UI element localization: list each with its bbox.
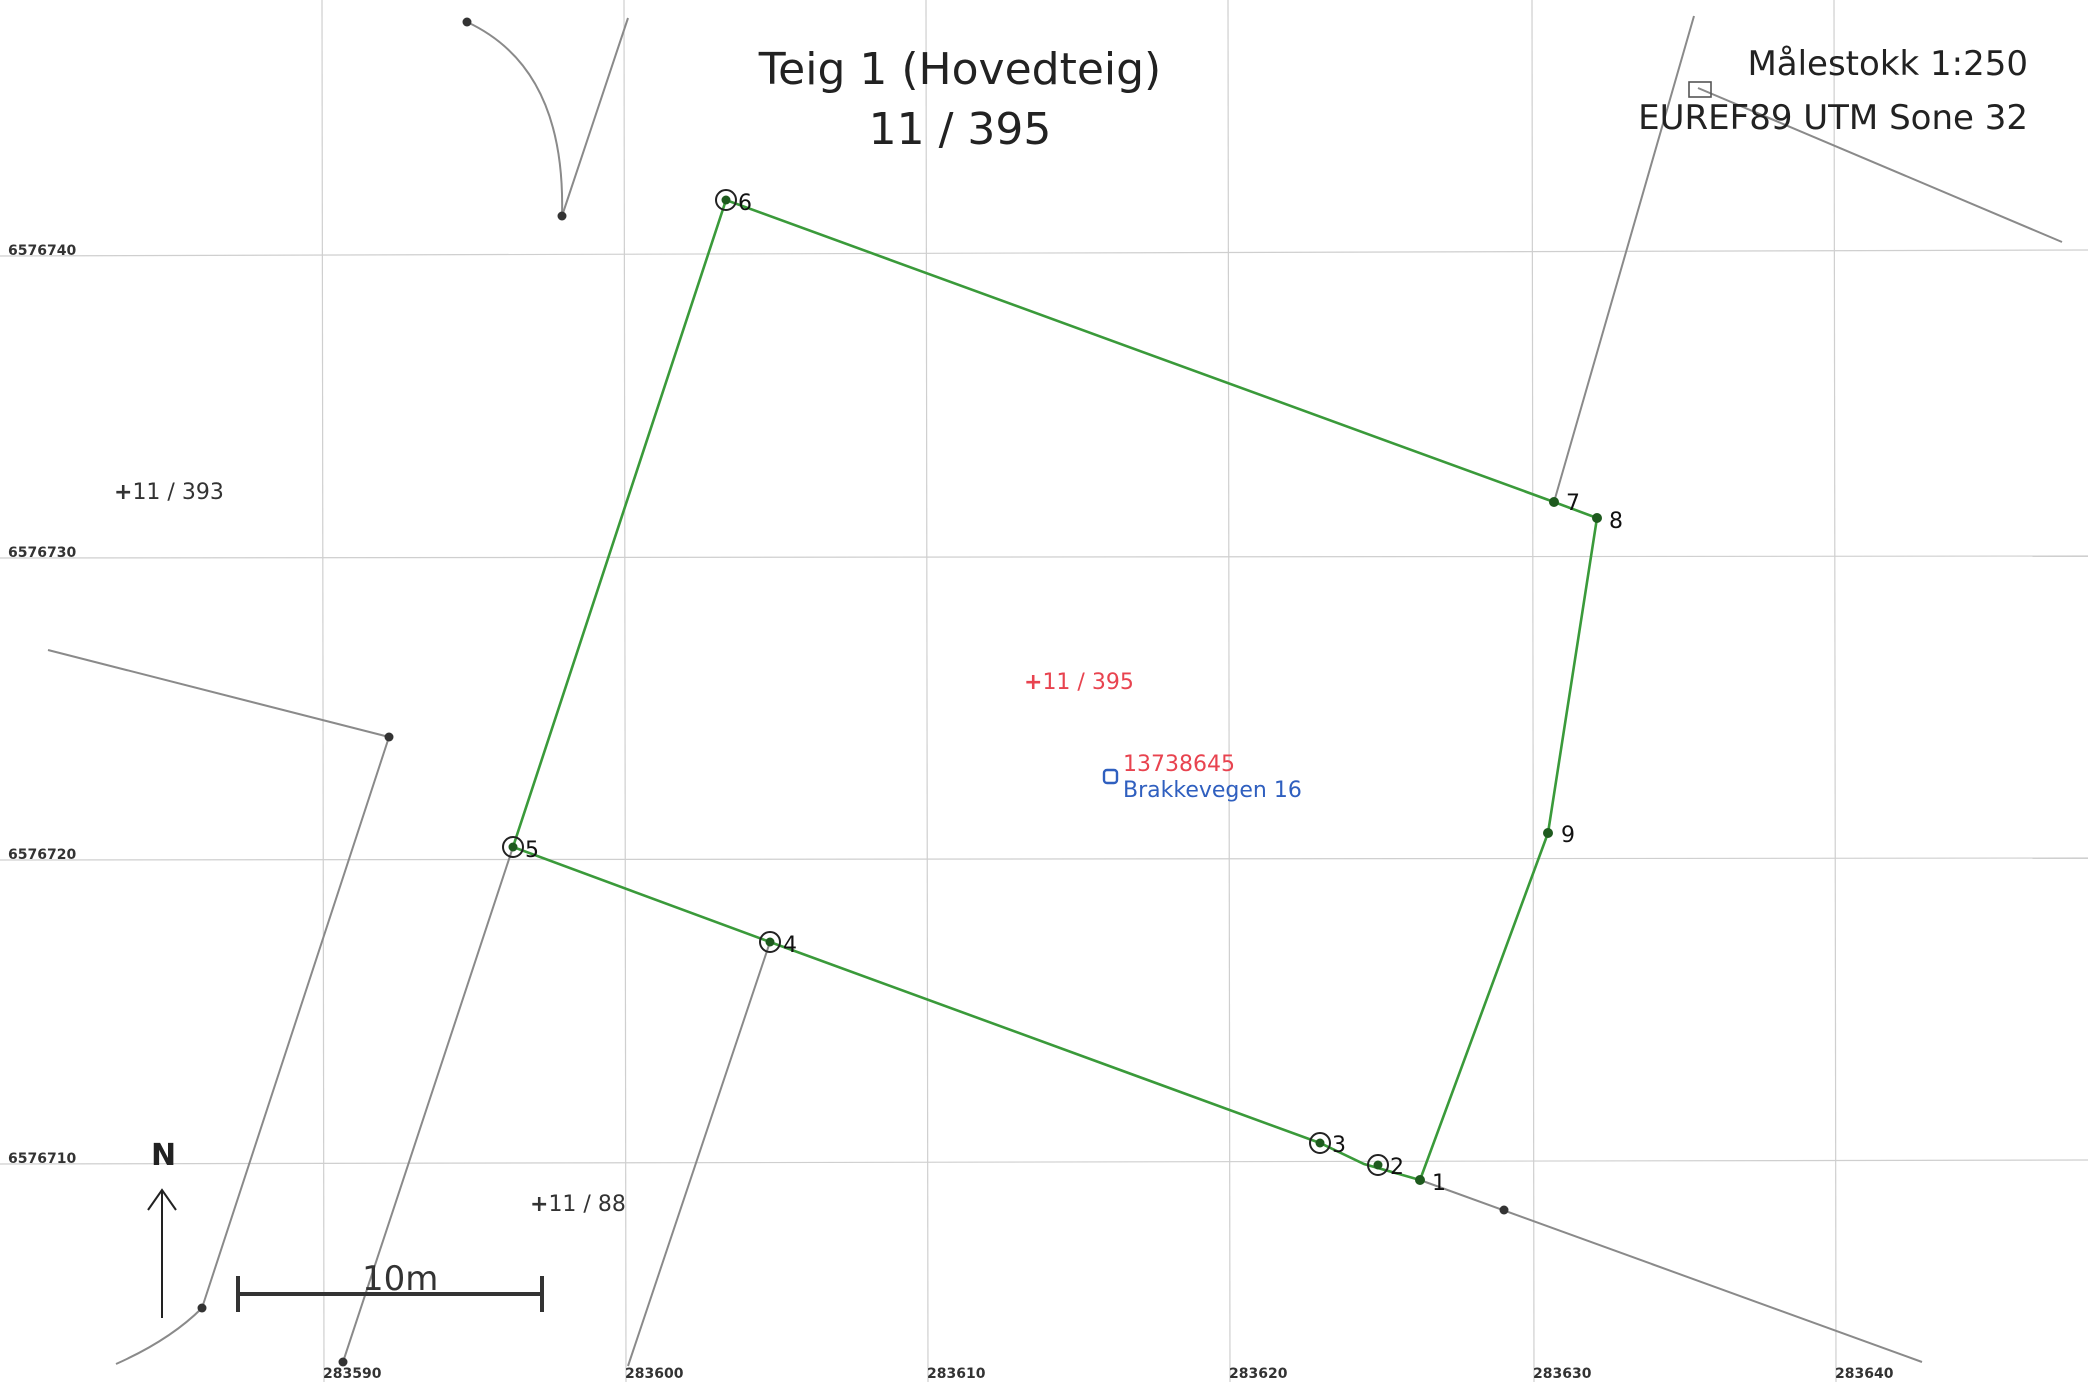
neighbor-line-ne-b <box>1697 87 2063 243</box>
boundary-point-marker-9 <box>1543 828 1553 838</box>
neighbor-line-sw-b <box>627 941 771 1367</box>
northing-label-6576720: 6576720 <box>8 847 77 863</box>
boundary-point-markers <box>502 189 1602 1185</box>
northing-label-6576740: 6576740 <box>8 243 77 259</box>
vertex <box>384 732 394 742</box>
boundary-point-label-6: 6 <box>738 191 752 216</box>
neighbor-vertices <box>197 17 1509 1367</box>
survey-marker-box <box>1688 81 1712 98</box>
boundary-point-label-4: 4 <box>783 933 797 958</box>
boundary-point-ring-5 <box>502 836 524 858</box>
crs-label: EUREF89 UTM Sone 32 <box>1638 98 2028 138</box>
parcel-label-11-393: +11 / 393 <box>114 480 224 505</box>
neighbor-arc-north <box>466 21 564 217</box>
neighbor-line-west-b <box>201 736 390 1309</box>
boundary-point-ring-3 <box>1309 1132 1331 1154</box>
grid-line-v-283600 <box>623 0 627 1382</box>
boundary-point-marker-5 <box>508 842 518 852</box>
boundary-point-marker-6 <box>721 195 731 205</box>
boundary-point-label-2: 2 <box>1390 1155 1404 1180</box>
grid-line-v-283640 <box>1833 0 1837 1382</box>
map-title: Teig 1 (Hovedteig) <box>758 44 1162 95</box>
vertex <box>338 1357 348 1367</box>
parcel-cross-icon: + <box>1024 670 1043 695</box>
parcel-cross-icon: + <box>530 1192 549 1217</box>
vertex <box>557 211 567 221</box>
scale-bar <box>236 1276 544 1312</box>
boundary-point-marker-4 <box>765 937 775 947</box>
neighbor-line-sw-a <box>342 846 514 1363</box>
north-arrow-label: N <box>151 1138 176 1173</box>
parcel-label-11-88: +11 / 88 <box>530 1192 626 1217</box>
grid-line-v-283610 <box>925 0 929 1382</box>
north-arrow: N <box>147 1138 177 1318</box>
grid-line-h-6576730 <box>0 555 2088 559</box>
boundary-point-ring-2 <box>1367 1154 1389 1176</box>
boundary-point-label-5: 5 <box>525 838 539 863</box>
easting-label-283630: 283630 <box>1533 1366 1592 1382</box>
boundary-point-marker-2 <box>1373 1160 1383 1170</box>
boundary-point-ring-6 <box>715 189 737 211</box>
boundary-point-marker-1 <box>1415 1175 1425 1185</box>
boundary-point-label-9: 9 <box>1561 823 1575 848</box>
address-id-label: 13738645 <box>1123 752 1235 777</box>
vertex <box>1499 1205 1509 1215</box>
north-arrow-head <box>147 1188 177 1211</box>
northing-label-6576710: 6576710 <box>8 1151 77 1167</box>
northing-label-6576730: 6576730 <box>8 545 77 561</box>
easting-label-283640: 283640 <box>1835 1366 1894 1382</box>
map-subtitle: 11 / 395 <box>868 104 1052 155</box>
boundary-point-label-7: 7 <box>1566 491 1580 516</box>
grid-line-h-6576710 <box>0 1159 2088 1165</box>
parcel-label-main: +11 / 395 <box>1024 670 1134 695</box>
grid-line-h-6576720 <box>0 857 2088 861</box>
parcel-boundary <box>511 198 1599 1182</box>
neighbor-line-southeast <box>1419 1179 1923 1363</box>
boundary-point-label-8: 8 <box>1609 509 1623 534</box>
address-point-marker <box>1102 768 1119 785</box>
neighbor-arc-southwest <box>115 1307 203 1365</box>
neighbor-line-ne-a <box>1553 15 1695 503</box>
boundary-point-label-1: 1 <box>1432 1171 1446 1196</box>
vertex <box>197 1303 207 1313</box>
neighbor-line-north <box>561 17 629 217</box>
easting-label-283590: 283590 <box>323 1366 382 1382</box>
easting-label-283620: 283620 <box>1229 1366 1288 1382</box>
boundary-point-marker-7 <box>1549 497 1559 507</box>
grid-line-v-283590 <box>321 0 325 1382</box>
parcel-number: 11 / 88 <box>548 1192 626 1217</box>
scale-bar-label: 10m <box>362 1259 438 1299</box>
address-name-label: Brakkevegen 16 <box>1123 778 1302 803</box>
neighbor-boundary-lines <box>47 15 2063 1367</box>
grid-line-h-6576740 <box>0 249 2088 257</box>
parcel-number: 11 / 393 <box>132 480 224 505</box>
boundary-point-marker-3 <box>1315 1138 1325 1148</box>
easting-label-283610: 283610 <box>927 1366 986 1382</box>
neighbor-line-west-a <box>47 649 390 738</box>
boundary-point-labels: 1 2 3 4 5 6 7 8 9 <box>525 191 1623 1196</box>
grid-line-v-283630 <box>1531 0 1535 1382</box>
easting-label-283600: 283600 <box>625 1366 684 1382</box>
boundary-point-ring-4 <box>759 931 781 953</box>
grid-line-v-283620 <box>1227 0 1231 1382</box>
vertex <box>462 17 472 27</box>
boundary-point-marker-8 <box>1592 513 1602 523</box>
scale-label: Målestokk 1:250 <box>1747 44 2028 84</box>
parcel-cross-icon: + <box>114 480 133 505</box>
parcel-number: 11 / 395 <box>1042 670 1134 695</box>
boundary-point-label-3: 3 <box>1332 1133 1346 1158</box>
